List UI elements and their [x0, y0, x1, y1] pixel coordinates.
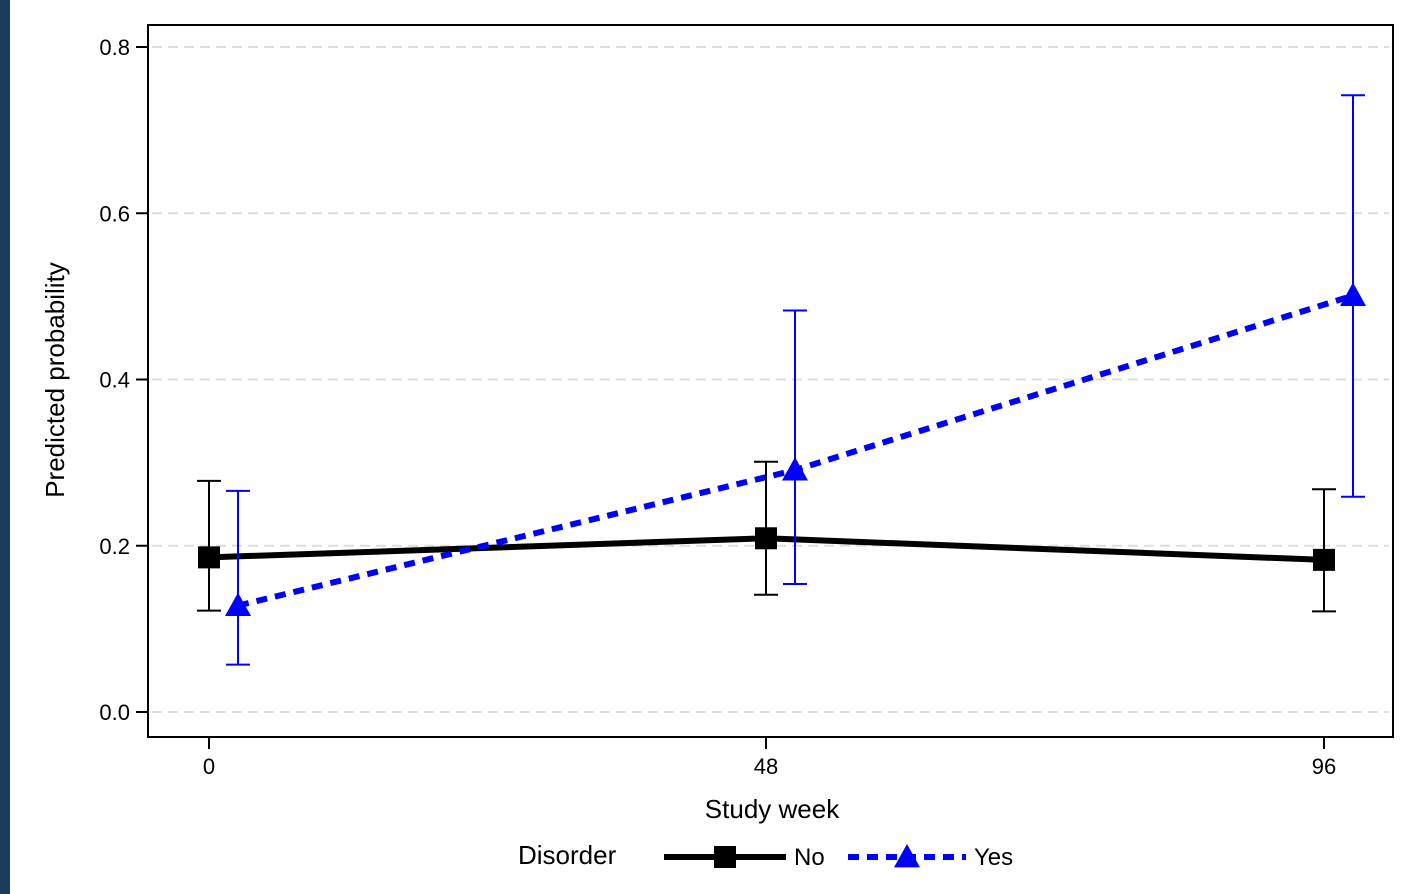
chart-frame: 0.0 0.2 0.4 0.6 0.8 0 48 96 Study week Predicte… [10, 0, 1418, 894]
data-point [225, 592, 251, 616]
legend-item-yes: Yes [848, 844, 1013, 871]
series-yes [225, 94, 1366, 666]
series-layer [197, 94, 1366, 666]
y-tick-label: 0.2 [99, 534, 130, 559]
legend-swatch-marker [894, 844, 920, 868]
legend: Disorder No Yes [518, 840, 1013, 871]
legend-label: Yes [974, 844, 1013, 871]
data-point [782, 457, 808, 481]
legend-item-no: No [664, 844, 825, 871]
legend-swatch-marker [714, 846, 736, 868]
y-tick-label: 0.8 [99, 35, 130, 60]
y-axis-title: Predicted probability [40, 262, 70, 498]
plot-area [147, 24, 1394, 738]
x-tick-label: 48 [754, 754, 778, 779]
y-tick-label: 0.6 [99, 201, 130, 226]
legend-title: Disorder [518, 840, 617, 870]
data-point [1340, 282, 1366, 306]
x-axis-title: Study week [705, 794, 840, 824]
x-tick-label: 96 [1312, 754, 1336, 779]
legend-label: No [794, 844, 825, 871]
data-point [198, 546, 220, 569]
data-point [755, 527, 777, 550]
line-chart: 0.0 0.2 0.4 0.6 0.8 0 48 96 Study week Predicte… [40, 24, 1394, 871]
axes: 0.0 0.2 0.4 0.6 0.8 0 48 96 [99, 35, 1336, 779]
series-no [197, 460, 1336, 613]
x-tick-label: 0 [203, 754, 215, 779]
y-tick-label: 0.4 [99, 368, 130, 393]
grid-lines [152, 46, 1389, 713]
y-tick-label: 0.0 [99, 700, 130, 725]
data-point [1313, 548, 1335, 571]
